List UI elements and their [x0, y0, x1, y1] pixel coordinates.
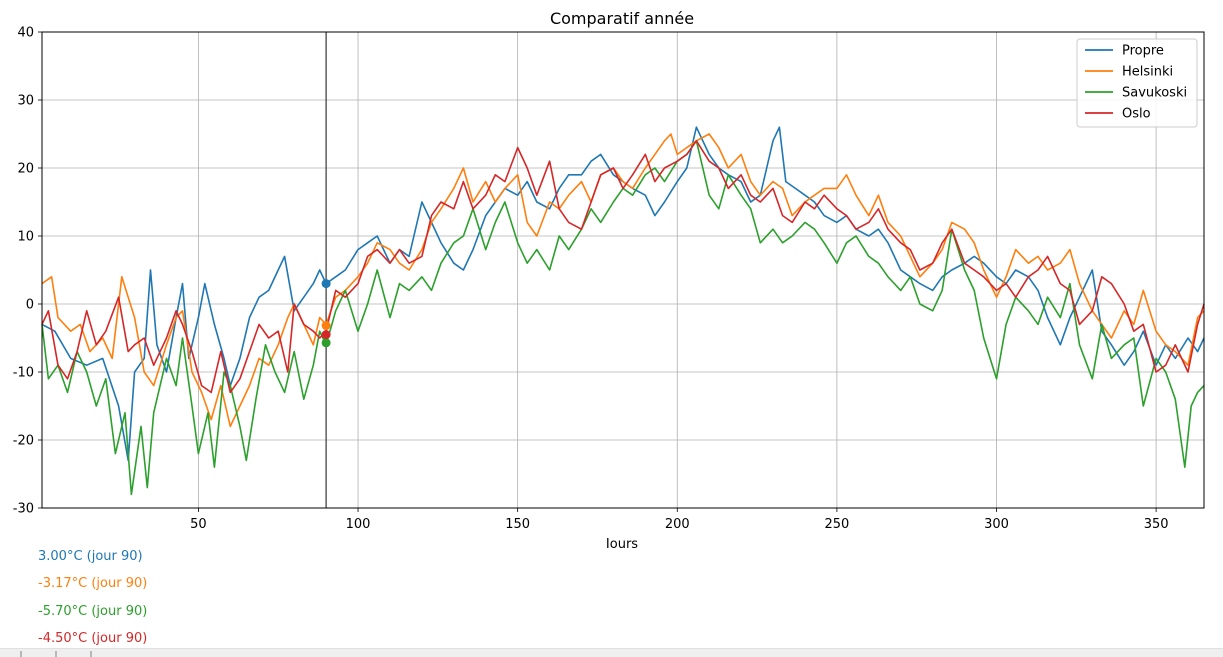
- x-axis-label: Jours: [605, 537, 638, 548]
- x-tick-label: 250: [824, 517, 849, 532]
- cursor-markers: [321, 279, 331, 348]
- x-tick-label: 350: [1144, 517, 1169, 532]
- toolbar-handle: [20, 651, 22, 657]
- chart-title: Comparatif année: [550, 9, 694, 28]
- x-tick-label: 100: [346, 517, 371, 532]
- readout-propre: 3.00°C (jour 90): [38, 549, 143, 564]
- series-lines: [41, 126, 1205, 496]
- cursor-marker-helsinki: [321, 321, 331, 331]
- y-tick-label: -10: [13, 366, 34, 381]
- series-line-savukoski: [41, 140, 1205, 496]
- y-tick-label: 0: [26, 298, 34, 313]
- readout-savukoski: -5.70°C (jour 90): [38, 603, 148, 619]
- y-tick-label: -30: [13, 502, 34, 517]
- axis-ticks: 50 100 150 200 250 300 350 -30 -20 -10 0 10 20 30 40: [13, 26, 1169, 533]
- series-line-helsinki: [41, 133, 1205, 428]
- x-tick-label: 300: [984, 517, 1009, 532]
- y-tick-label: 10: [17, 230, 34, 245]
- legend: Propre Helsinki Savukoski Oslo: [1076, 38, 1198, 128]
- temperature-line-chart: Comparatif année 50 100 150 200 250 300 350-30…: [13, 9, 1205, 548]
- cursor-marker-propre: [321, 279, 331, 289]
- y-tick-label: -20: [13, 434, 34, 449]
- cursor-marker-savukoski: [321, 338, 331, 348]
- legend-label-helsinki: Helsinki: [1122, 65, 1173, 80]
- legend-box: [1076, 38, 1198, 128]
- y-tick-label: 20: [17, 162, 34, 177]
- toolbar-handle: [90, 651, 92, 657]
- x-tick-label: 150: [505, 517, 530, 532]
- x-tick-label: 50: [190, 517, 207, 532]
- series-line-oslo: [41, 140, 1205, 394]
- series-line-propre: [41, 126, 1205, 462]
- legend-label-savukoski: Savukoski: [1122, 86, 1187, 101]
- y-tick-label: 30: [17, 94, 34, 109]
- toolbar-handle: [55, 651, 57, 657]
- legend-label-oslo: Oslo: [1122, 107, 1151, 122]
- grid: [42, 31, 1204, 509]
- x-tick-label: 200: [665, 517, 690, 532]
- y-tick-label: 40: [17, 26, 34, 41]
- cursor-readouts: 3.00°C (jour 90) -3.17°C (jour 90) -5.70…: [38, 548, 147, 657]
- toolbar-strip: [0, 648, 1223, 657]
- plot-frame: [41, 31, 1205, 509]
- cursor-marker-oslo: [321, 330, 331, 340]
- readout-oslo: -4.50°C (jour 90): [38, 630, 148, 646]
- readout-helsinki: -3.17°C (jour 90): [38, 576, 148, 592]
- legend-label-propre: Propre: [1122, 44, 1164, 59]
